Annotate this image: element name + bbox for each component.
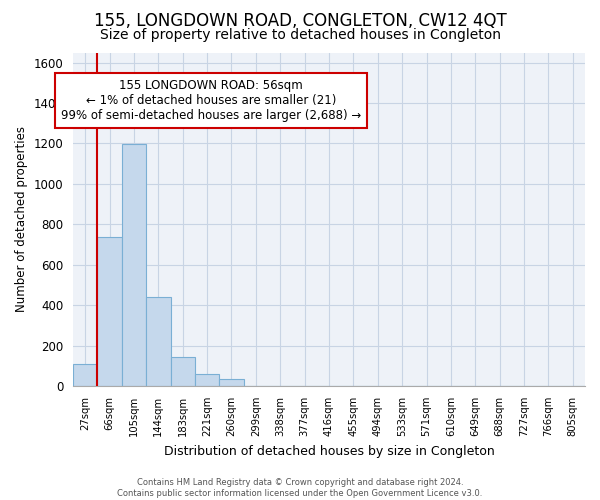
Bar <box>170 357 195 386</box>
Y-axis label: Number of detached properties: Number of detached properties <box>15 126 28 312</box>
Bar <box>195 374 220 386</box>
Text: 155, LONGDOWN ROAD, CONGLETON, CW12 4QT: 155, LONGDOWN ROAD, CONGLETON, CW12 4QT <box>94 12 506 30</box>
Bar <box>97 238 122 386</box>
Text: 155 LONGDOWN ROAD: 56sqm
← 1% of detached houses are smaller (21)
99% of semi-de: 155 LONGDOWN ROAD: 56sqm ← 1% of detache… <box>61 79 361 122</box>
X-axis label: Distribution of detached houses by size in Congleton: Distribution of detached houses by size … <box>164 444 494 458</box>
Bar <box>146 297 170 386</box>
Bar <box>220 380 244 386</box>
Bar <box>122 144 146 386</box>
Text: Size of property relative to detached houses in Congleton: Size of property relative to detached ho… <box>100 28 500 42</box>
Bar <box>73 364 97 386</box>
Text: Contains HM Land Registry data © Crown copyright and database right 2024.
Contai: Contains HM Land Registry data © Crown c… <box>118 478 482 498</box>
